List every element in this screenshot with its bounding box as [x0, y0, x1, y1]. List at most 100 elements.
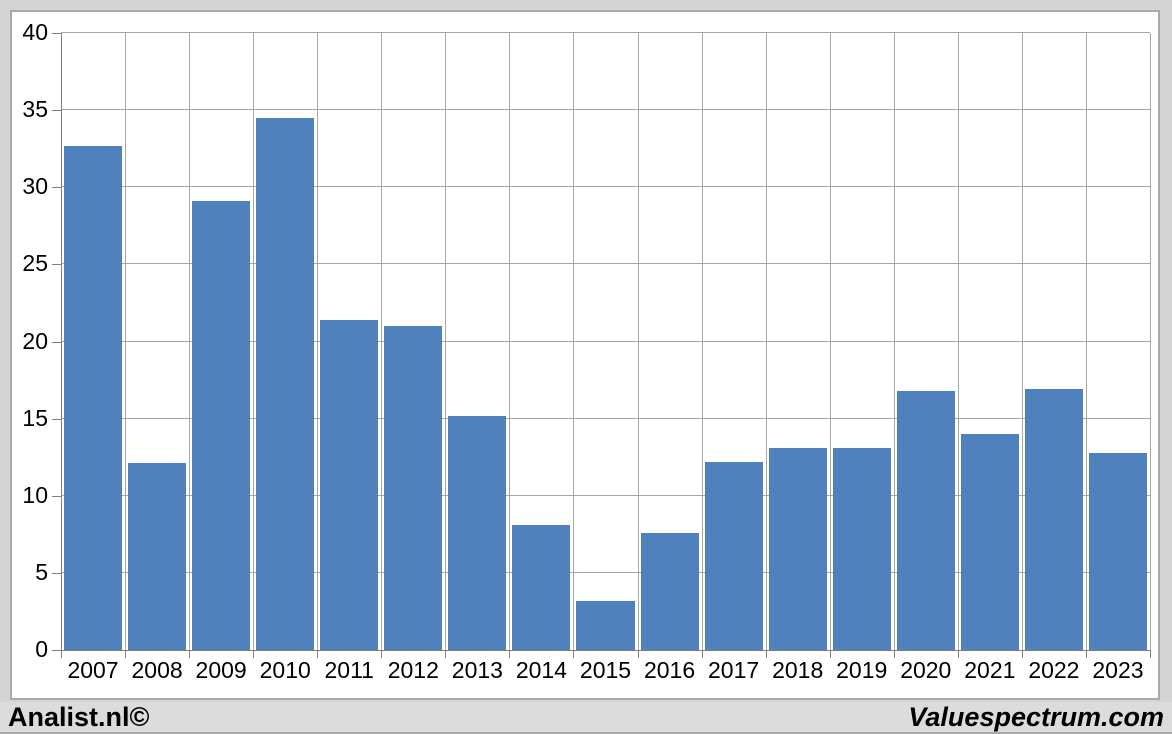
- bar-2010: [256, 117, 315, 650]
- x-axis-label-2019: 2019: [836, 657, 888, 683]
- x-axis-line: [61, 650, 1150, 651]
- x-tick-15: [1022, 650, 1023, 658]
- bar-2019: [832, 447, 891, 650]
- y-axis-label-35: 35: [22, 96, 48, 123]
- gridline-v-12: [830, 33, 831, 650]
- gridline-h-5: [61, 571, 1150, 573]
- x-axis-label-2023: 2023: [1092, 657, 1144, 683]
- bar-2020: [896, 390, 955, 650]
- x-axis-label-2018: 2018: [772, 657, 824, 683]
- y-tick-20: [52, 341, 61, 343]
- x-tick-2: [189, 650, 190, 658]
- gridline-v-16: [1086, 33, 1087, 650]
- x-axis-label-2014: 2014: [515, 657, 568, 683]
- gridline-h-35: [61, 109, 1150, 111]
- x-axis-label-2016: 2016: [643, 657, 696, 683]
- y-axis-label-20: 20: [22, 327, 48, 354]
- x-axis-label-2012: 2012: [387, 657, 439, 683]
- x-axis-label-2009: 2009: [195, 657, 247, 683]
- y-tick-15: [52, 418, 61, 420]
- x-tick-7: [509, 650, 510, 658]
- x-tick-16: [1086, 650, 1087, 658]
- bar-2015: [576, 600, 635, 650]
- y-axis-label-30: 30: [22, 173, 48, 200]
- gridline-v-15: [1022, 33, 1023, 650]
- y-axis-label-0: 0: [35, 636, 48, 662]
- gridline-h-20: [61, 340, 1150, 342]
- x-axis-label-2022: 2022: [1028, 657, 1080, 683]
- gridline-v-7: [509, 33, 510, 650]
- x-tick-6: [445, 650, 446, 658]
- bar-2016: [640, 532, 699, 650]
- gridline-v-10: [702, 33, 703, 650]
- gridline-v-13: [894, 33, 895, 650]
- footer-bar: Analist.nl© Valuespectrum.com: [0, 702, 1172, 734]
- gridline-v-2: [189, 33, 190, 650]
- bar-2013: [448, 415, 507, 650]
- x-tick-10: [702, 650, 703, 658]
- gridline-v-14: [958, 33, 959, 650]
- bar-2007: [64, 145, 123, 650]
- footer-right-brand: Valuespectrum.com: [908, 701, 1164, 732]
- bar-2011: [320, 319, 379, 650]
- bar-2021: [960, 434, 1019, 650]
- gridline-v-5: [381, 33, 382, 650]
- x-axis-label-2021: 2021: [964, 657, 1016, 683]
- x-tick-14: [958, 650, 959, 658]
- x-tick-3: [253, 650, 254, 658]
- y-tick-10: [52, 495, 61, 497]
- gridline-v-17: [1150, 33, 1151, 650]
- x-tick-0: [61, 650, 62, 658]
- y-tick-5: [52, 572, 61, 574]
- plot-area: [61, 32, 1151, 650]
- x-axis-label-2020: 2020: [900, 657, 952, 683]
- x-axis-label-2007: 2007: [67, 657, 119, 683]
- x-axis-label-2011: 2011: [324, 657, 374, 683]
- gridline-v-1: [125, 33, 126, 650]
- y-axis-label-5: 5: [35, 558, 48, 585]
- x-tick-13: [894, 650, 895, 658]
- x-tick-8: [573, 650, 574, 658]
- x-tick-4: [317, 650, 318, 658]
- y-axis-label-40: 40: [22, 19, 48, 45]
- x-tick-5: [381, 650, 382, 658]
- gridline-h-15: [61, 417, 1150, 419]
- gridline-h-25: [61, 263, 1150, 265]
- y-tick-35: [52, 110, 61, 112]
- gridline-h-10: [61, 494, 1150, 496]
- y-tick-30: [52, 187, 61, 189]
- y-tick-0: [52, 650, 61, 651]
- y-axis-label-25: 25: [22, 250, 48, 277]
- bar-2017: [704, 461, 763, 650]
- gridline-h-30: [61, 186, 1150, 188]
- gridline-v-11: [766, 33, 767, 650]
- bar-2009: [192, 201, 251, 650]
- x-tick-12: [830, 650, 831, 658]
- gridline-v-9: [638, 33, 639, 650]
- x-axis-label-2013: 2013: [451, 657, 503, 683]
- bar-2018: [768, 447, 827, 650]
- x-axis-label-2017: 2017: [708, 657, 760, 683]
- bar-2008: [128, 463, 187, 650]
- bar-2012: [384, 326, 443, 650]
- x-axis-label-2008: 2008: [131, 657, 183, 683]
- x-tick-9: [638, 650, 639, 658]
- gridline-h-40: [61, 32, 1150, 33]
- y-axis-label-10: 10: [22, 481, 48, 508]
- x-tick-1: [125, 650, 126, 658]
- x-tick-11: [766, 650, 767, 658]
- y-axis-label-15: 15: [22, 404, 48, 431]
- gridline-v-3: [253, 33, 254, 650]
- y-tick-25: [52, 264, 61, 266]
- bar-2014: [512, 525, 571, 650]
- gridline-v-8: [573, 33, 574, 650]
- gridline-v-6: [445, 33, 446, 650]
- y-tick-40: [52, 33, 61, 34]
- x-tick-17: [1150, 650, 1151, 658]
- bar-2022: [1024, 389, 1083, 650]
- y-axis-line: [61, 33, 62, 658]
- footer-left-brand: Analist.nl©: [8, 701, 150, 732]
- gridline-v-4: [317, 33, 318, 650]
- bar-2023: [1088, 452, 1147, 650]
